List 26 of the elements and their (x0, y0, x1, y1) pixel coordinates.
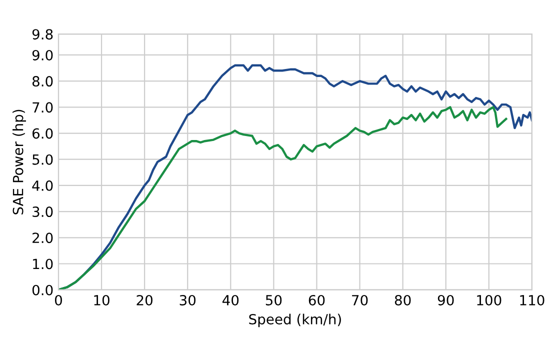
x-tick-label: 70 (352, 294, 368, 306)
y-axis-title: SAE Power (hp) (12, 110, 26, 214)
x-tick-label: 40 (222, 294, 239, 306)
x-axis-title: Speed (km/h) (249, 314, 341, 328)
x-tick-label: 20 (136, 294, 152, 306)
line-series (58, 106, 508, 290)
y-tick-label: 3.0 (32, 206, 53, 218)
y-tick-label: 5.0 (32, 154, 53, 165)
x-tick-label: 60 (308, 294, 325, 306)
y-tick-label: 2.0 (32, 232, 53, 244)
y-tick-label: 8.0 (32, 76, 53, 87)
y-tick-label: 7.0 (32, 102, 53, 113)
x-tick-label: 100 (477, 294, 502, 306)
x-tick-label: 0 (54, 294, 62, 306)
y-tick-label: 6.0 (32, 128, 53, 139)
x-tick-label: 50 (266, 294, 282, 306)
y-tick-label: 4.0 (32, 180, 53, 191)
x-tick-label: 10 (94, 294, 110, 306)
y-tick-label: 1.0 (33, 258, 53, 270)
y-tick-label: 9.8 (32, 29, 53, 40)
x-tick-label: 110 (520, 294, 544, 306)
x-tick-label: 90 (438, 294, 454, 306)
y-tick-label: 0.0 (32, 284, 53, 296)
x-tick-label: 80 (394, 294, 411, 306)
y-tick-label: 9.0 (32, 50, 53, 60)
x-tick-label: 30 (180, 294, 196, 306)
